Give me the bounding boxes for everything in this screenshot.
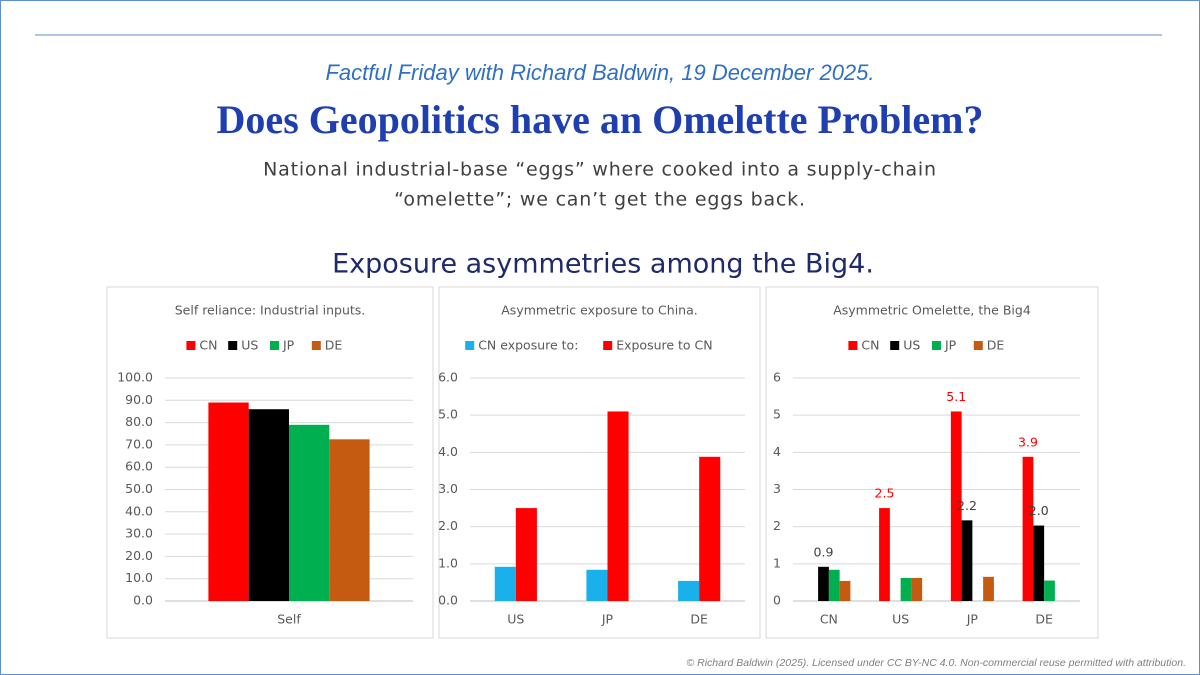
y-tick-label: 30.0: [125, 526, 153, 541]
bar: [961, 520, 973, 601]
y-tick-label: 50.0: [125, 481, 153, 496]
x-tick-label: DE: [690, 612, 708, 627]
bar: [586, 569, 608, 601]
subtitle: National industrial-base “eggs” where co…: [263, 159, 937, 181]
legend-label: JP: [282, 338, 295, 353]
data-label: 2.0: [1029, 503, 1049, 518]
chart-title: Asymmetric exposure to China.: [501, 303, 697, 318]
legend-swatch: [465, 341, 475, 350]
bar: [289, 424, 330, 601]
y-tick-label: 5.0: [438, 407, 458, 422]
y-tick-label: 0: [773, 593, 781, 608]
y-tick-label: 20.0: [125, 548, 153, 563]
legend-swatch: [932, 341, 941, 350]
legend-swatch: [311, 341, 321, 350]
bar: [983, 576, 994, 601]
section-title: Exposure asymmetries among the Big4.: [332, 249, 874, 280]
x-tick-label: JP: [966, 612, 979, 627]
bar: [515, 508, 537, 601]
bar: [879, 508, 890, 601]
y-tick-label: 100.0: [117, 370, 153, 385]
y-tick-label: 90.0: [125, 392, 153, 407]
legend-swatch: [973, 341, 983, 350]
bar: [248, 409, 289, 601]
legend-label: CN: [199, 338, 217, 353]
data-label: 3.9: [1018, 434, 1038, 449]
chart-title: Asymmetric Omelette, the Big4: [833, 303, 1031, 318]
y-tick-label: 2: [773, 518, 781, 533]
y-tick-label: 4: [773, 444, 781, 459]
y-tick-label: 2.0: [438, 518, 458, 533]
chart-title: Self reliance: Industrial inputs.: [175, 303, 366, 318]
y-tick-label: 80.0: [125, 414, 153, 429]
legend-label: DE: [325, 338, 343, 353]
footer: © Richard Baldwin (2025). Licensed under…: [686, 657, 1186, 669]
data-label: 0.9: [814, 544, 834, 559]
y-tick-label: 60.0: [125, 459, 153, 474]
y-tick-label: 6.0: [438, 370, 458, 385]
data-label: 2.2: [957, 498, 977, 513]
y-tick-label: 1.0: [438, 555, 458, 570]
x-tick-label: Self: [277, 612, 301, 627]
bar: [1033, 525, 1045, 601]
bar: [607, 411, 629, 601]
x-tick-label: JP: [601, 612, 614, 627]
bar: [699, 456, 721, 601]
y-tick-label: 0.0: [133, 593, 153, 608]
y-tick-label: 6: [773, 370, 781, 385]
x-tick-label: DE: [1035, 612, 1053, 627]
legend-label: DE: [987, 338, 1005, 353]
legend-swatch: [228, 341, 238, 350]
y-tick-label: 1: [773, 555, 781, 570]
bar: [839, 580, 851, 601]
bar: [329, 439, 370, 601]
legend-label: Exposure to CN: [616, 338, 712, 353]
bar: [818, 566, 829, 601]
y-tick-label: 4.0: [438, 444, 458, 459]
y-tick-label: 5: [773, 407, 781, 422]
bar: [1044, 580, 1055, 601]
x-tick-label: US: [507, 612, 524, 627]
y-tick-label: 3.0: [438, 481, 458, 496]
legend-swatch: [186, 341, 196, 350]
series-title: Factful Friday with Richard Baldwin, 19 …: [325, 60, 874, 85]
legend-swatch: [890, 341, 900, 350]
y-tick-label: 3: [773, 481, 781, 496]
bar: [678, 580, 700, 601]
x-tick-label: US: [892, 612, 909, 627]
bar: [1022, 456, 1034, 601]
legend-label: CN exposure to:: [478, 338, 578, 353]
legend-label: US: [903, 338, 920, 353]
data-label: 5.1: [946, 389, 966, 404]
subtitle: “omelette”; we can’t get the eggs back.: [394, 189, 806, 211]
y-tick-label: 40.0: [125, 503, 153, 518]
x-tick-label: CN: [820, 612, 838, 627]
y-tick-label: 10.0: [125, 570, 153, 585]
y-tick-label: 0.0: [438, 593, 458, 608]
main-title: Does Geopolitics have an Omelette Proble…: [217, 97, 984, 142]
legend-swatch: [603, 341, 613, 350]
legend-label: CN: [861, 338, 879, 353]
bar: [208, 402, 249, 601]
bar: [900, 577, 912, 601]
y-tick-label: 70.0: [125, 436, 153, 451]
legend-label: JP: [944, 338, 957, 353]
legend-swatch: [848, 341, 858, 350]
bar: [911, 577, 923, 601]
legend-label: US: [241, 338, 258, 353]
bar: [950, 411, 962, 601]
data-label: 2.5: [875, 486, 895, 501]
bar: [494, 566, 516, 601]
bar: [828, 569, 840, 601]
legend-swatch: [270, 341, 279, 350]
